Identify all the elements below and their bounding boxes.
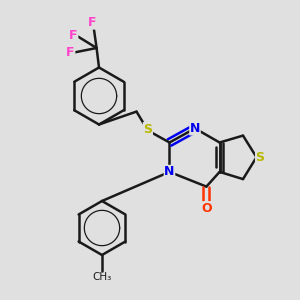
Text: S: S xyxy=(143,122,152,136)
Text: N: N xyxy=(190,122,200,135)
Text: CH₃: CH₃ xyxy=(92,272,112,282)
Text: F: F xyxy=(69,29,78,43)
Text: F: F xyxy=(88,16,96,29)
Text: F: F xyxy=(66,46,75,59)
Text: O: O xyxy=(201,202,212,215)
Text: N: N xyxy=(164,165,175,178)
Text: S: S xyxy=(256,151,265,164)
